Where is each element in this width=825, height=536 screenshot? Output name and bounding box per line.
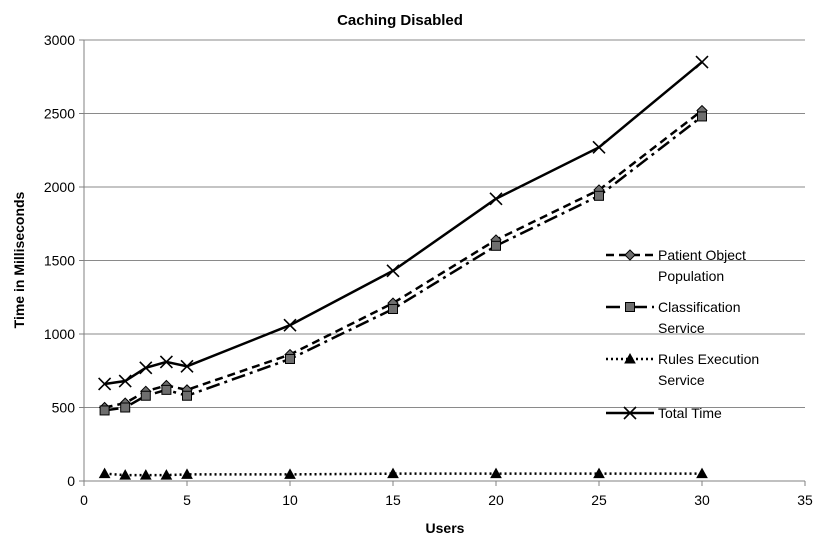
data-point-2-0 bbox=[98, 467, 111, 479]
y-tick-label: 2000 bbox=[44, 179, 75, 195]
data-point-1-9 bbox=[697, 111, 707, 122]
legend-label-0: Patient Object bbox=[658, 247, 746, 263]
data-point-1-4 bbox=[182, 390, 192, 401]
data-point-1-5 bbox=[285, 353, 295, 364]
data-point-2-7 bbox=[490, 467, 502, 479]
data-point-3-8 bbox=[592, 140, 606, 154]
data-point-3-6 bbox=[386, 264, 400, 278]
y-tick-label: 500 bbox=[52, 400, 76, 416]
data-point-2-6 bbox=[387, 467, 399, 479]
legend-item-3: Total Time bbox=[606, 405, 722, 421]
data-point-3-3 bbox=[159, 355, 173, 369]
x-tick-label: 35 bbox=[797, 492, 813, 508]
data-point-1-8 bbox=[594, 190, 604, 201]
x-tick-label: 30 bbox=[694, 492, 710, 508]
data-point-1-3 bbox=[161, 384, 172, 395]
series-2 bbox=[98, 467, 708, 480]
data-point-1-6 bbox=[388, 304, 398, 315]
gridlines bbox=[84, 39, 805, 408]
x-tick-label: 5 bbox=[183, 492, 191, 508]
legend-item-0: Patient Object Population bbox=[606, 247, 746, 284]
x-axis-label: Users bbox=[426, 520, 465, 536]
data-point-3-5 bbox=[283, 318, 297, 332]
x-tick-label: 0 bbox=[80, 492, 88, 508]
data-point-3-7 bbox=[489, 192, 503, 206]
x-tick-label: 25 bbox=[591, 492, 607, 508]
data-point-3-1 bbox=[118, 374, 132, 388]
y-tick-label: 0 bbox=[67, 473, 75, 489]
series-1 bbox=[99, 111, 707, 416]
data-point-2-1 bbox=[119, 469, 132, 480]
legend-label-1: Service bbox=[658, 320, 705, 336]
chart-title: Caching Disabled bbox=[337, 12, 463, 29]
legend-marker-0 bbox=[624, 249, 636, 261]
y-tick-label: 1000 bbox=[44, 326, 75, 342]
x-tick-label: 15 bbox=[385, 492, 401, 508]
legend-marker-2 bbox=[624, 352, 636, 364]
series-line-3 bbox=[104, 61, 703, 386]
y-tick-label: 3000 bbox=[44, 32, 75, 48]
data-point-2-8 bbox=[593, 467, 605, 479]
tick-labels: 0 500 1000 1500 2000 2500 3000 0 5 10 15 20 25 30 35 bbox=[44, 32, 813, 508]
data-point-2-5 bbox=[284, 468, 296, 479]
data-point-1-2 bbox=[140, 390, 151, 401]
legend-label-1: Classification bbox=[658, 299, 740, 315]
y-tick-label: 1500 bbox=[44, 253, 75, 269]
data-point-1-7 bbox=[491, 240, 501, 251]
legend: Patient Object Population Classification Se… bbox=[606, 247, 759, 421]
series bbox=[98, 55, 709, 480]
legend-label-0: Population bbox=[658, 268, 724, 284]
legend-marker-1 bbox=[625, 302, 635, 312]
data-point-3-4 bbox=[180, 359, 194, 373]
data-point-1-0 bbox=[99, 405, 110, 416]
data-point-2-2 bbox=[139, 469, 152, 480]
series-0 bbox=[98, 104, 708, 414]
legend-label-3: Total Time bbox=[658, 405, 722, 421]
legend-item-2: Rules Execution Service bbox=[606, 351, 759, 388]
series-line-0 bbox=[104, 109, 703, 409]
series-line-1 bbox=[104, 115, 703, 412]
series-line-2 bbox=[104, 472, 702, 477]
data-point-3-2 bbox=[139, 361, 153, 375]
series-3 bbox=[98, 55, 709, 391]
x-tick-label: 20 bbox=[488, 492, 504, 508]
data-point-2-3 bbox=[160, 469, 173, 480]
y-tick-label: 2500 bbox=[44, 106, 75, 122]
legend-item-1: Classification Service bbox=[606, 299, 740, 336]
legend-label-2: Rules Execution bbox=[658, 351, 759, 367]
x-tick-label: 10 bbox=[282, 492, 298, 508]
data-point-3-0 bbox=[98, 377, 112, 391]
data-point-1-1 bbox=[120, 402, 131, 413]
data-point-2-9 bbox=[696, 467, 708, 479]
data-point-2-4 bbox=[181, 468, 193, 479]
y-axis-label: Time in Milliseconds bbox=[11, 191, 27, 328]
legend-label-2: Service bbox=[658, 372, 705, 388]
data-point-3-9 bbox=[695, 55, 709, 69]
legend-marker-3 bbox=[623, 406, 637, 420]
